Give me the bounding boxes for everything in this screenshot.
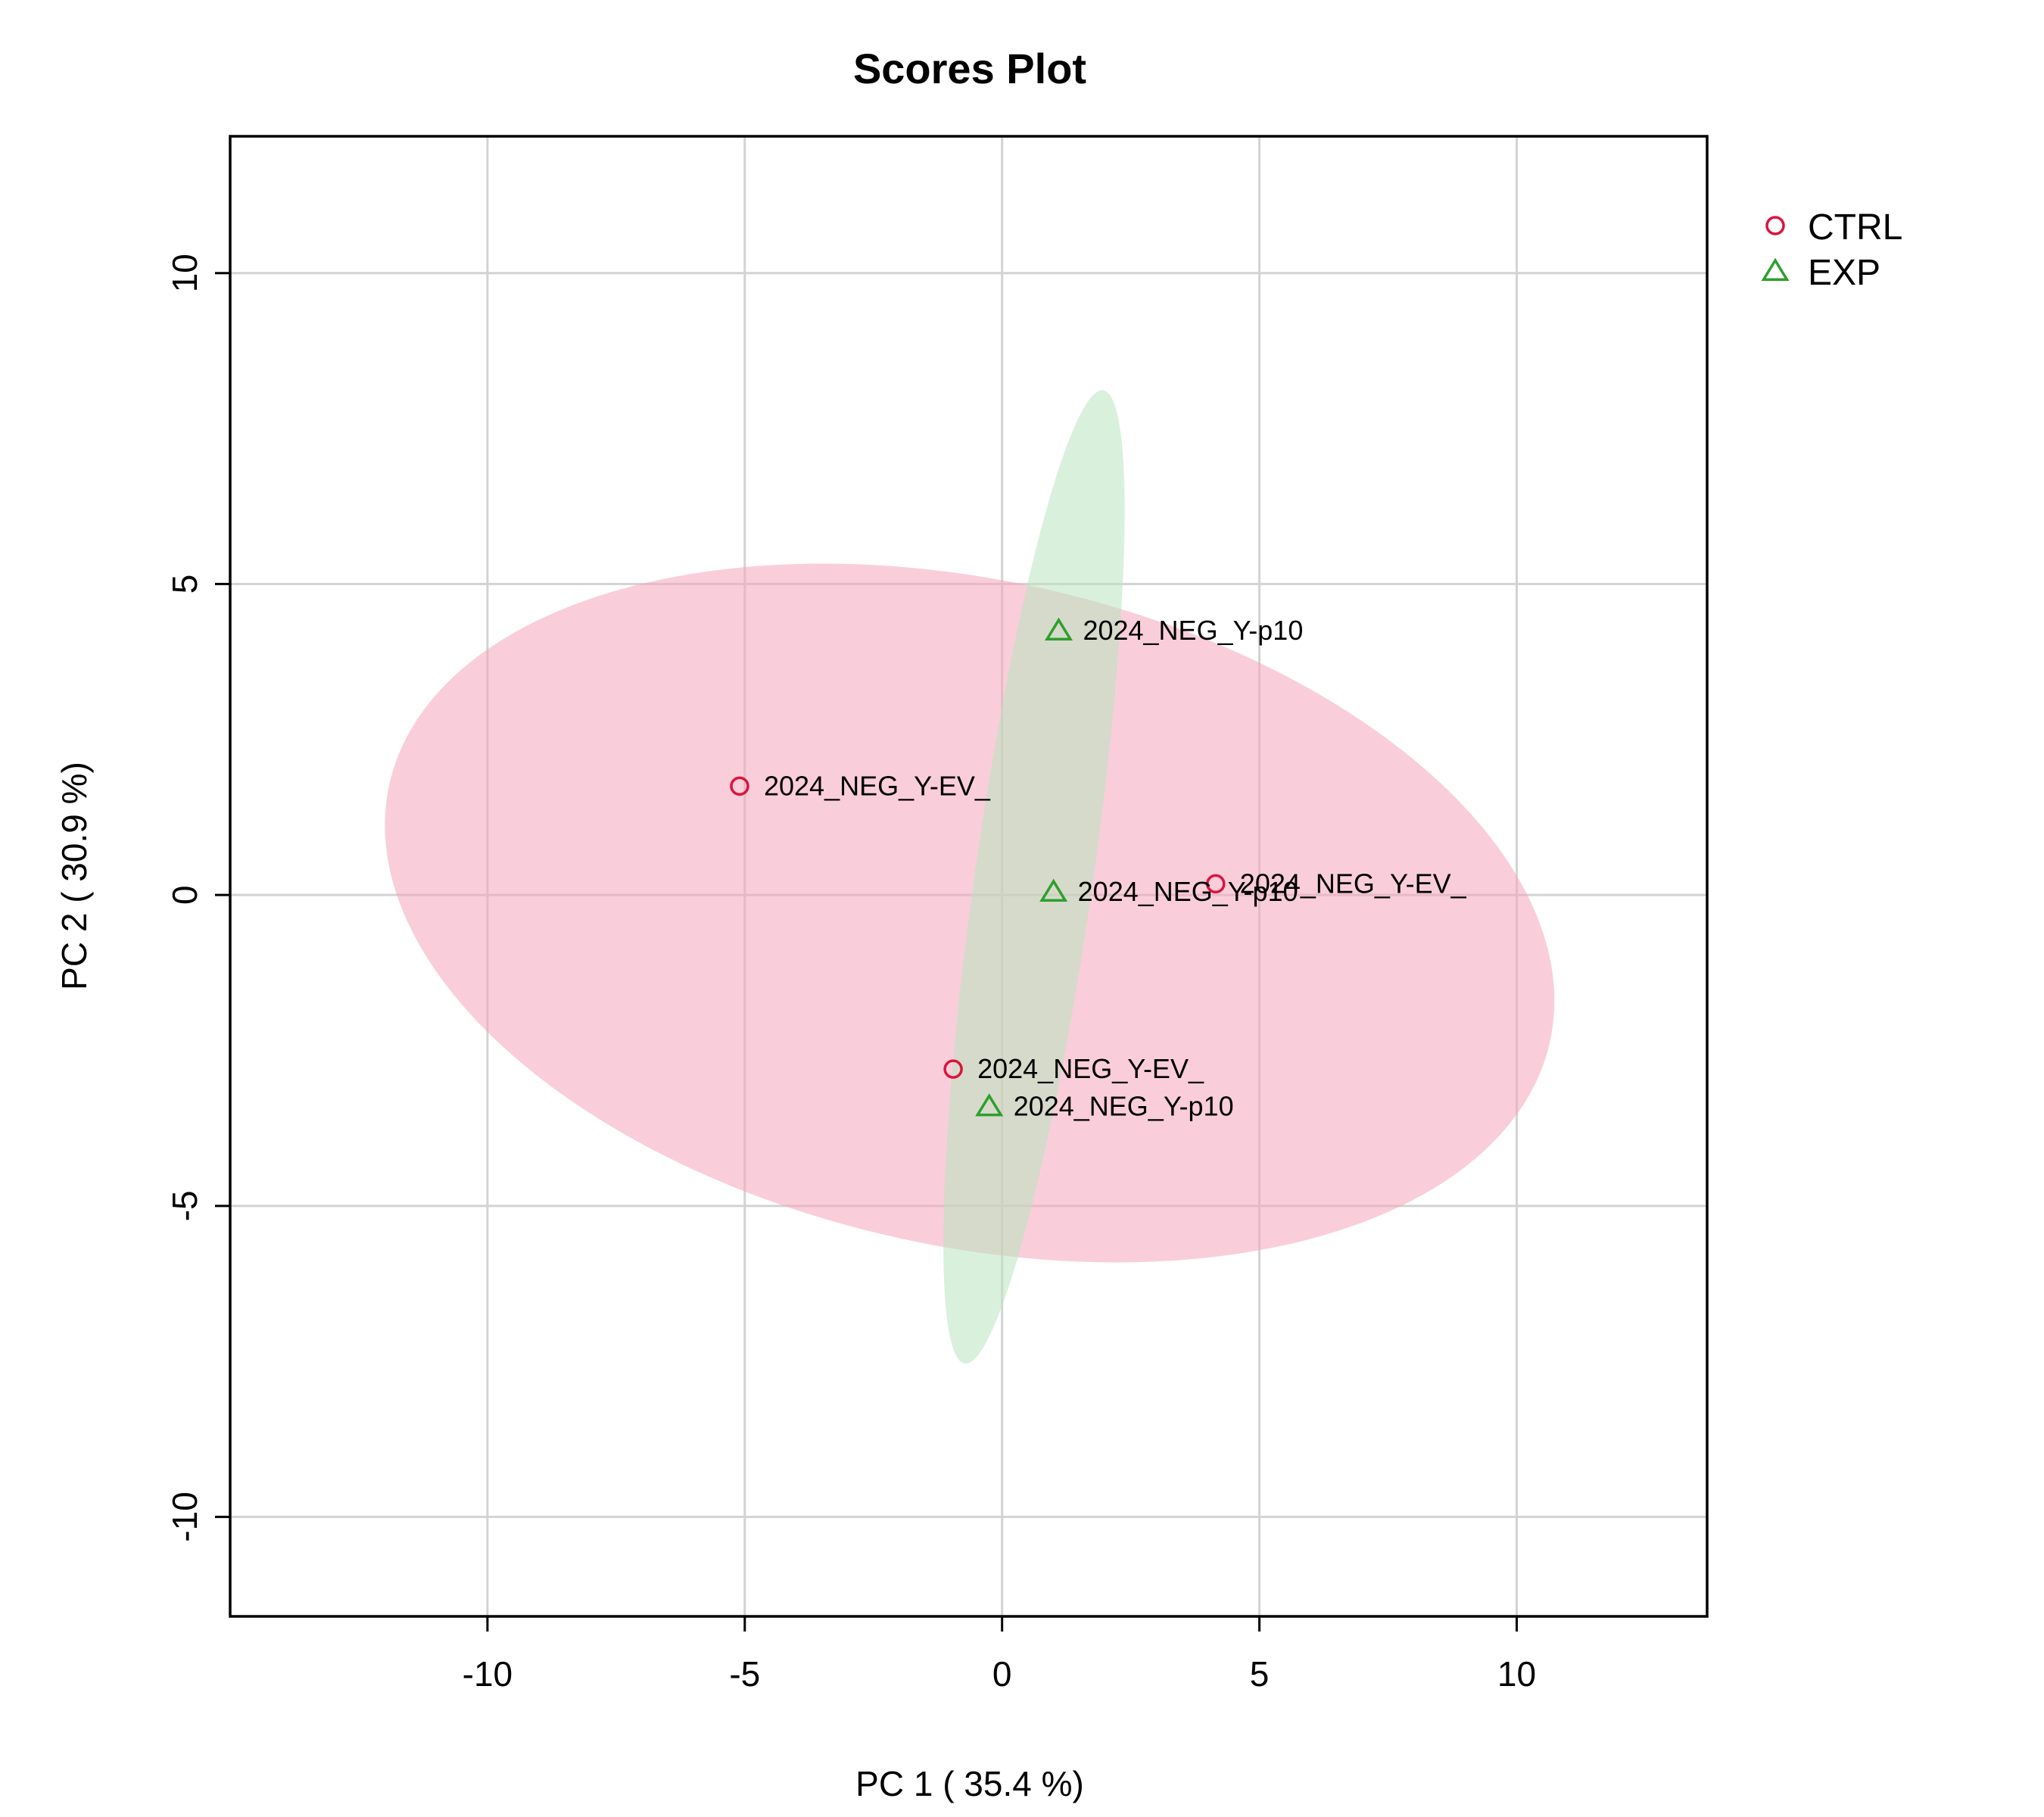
y-tick-label: 10 xyxy=(165,254,204,292)
point-ctrl xyxy=(730,776,749,796)
legend-marker-exp xyxy=(1761,257,1790,281)
chart-title: Scores Plot xyxy=(853,45,1086,92)
point-label: 2024_NEG_Y-EV_ xyxy=(1240,868,1467,899)
legend-label-exp: EXP xyxy=(1808,253,1880,293)
point-exp xyxy=(975,1093,1004,1117)
y-tick-label: -5 xyxy=(165,1190,204,1221)
x-tick-label: 0 xyxy=(992,1654,1012,1694)
data-points xyxy=(730,617,1226,1117)
y-tick-label: -10 xyxy=(165,1491,204,1541)
x-tick-label: -10 xyxy=(463,1654,513,1694)
y-tick-label: 0 xyxy=(165,885,204,905)
y-axis-label: PC 2 ( 30.9 %) xyxy=(55,762,94,990)
x-tick-label: -5 xyxy=(729,1654,760,1694)
point-ctrl xyxy=(943,1059,963,1079)
x-axis-ticks: -10 -5 0 5 10 xyxy=(463,1616,1536,1694)
point-exp xyxy=(1039,878,1068,902)
point-ctrl xyxy=(1206,874,1226,894)
plot-frame xyxy=(229,135,1709,1618)
confidence-ellipses xyxy=(385,390,1555,1364)
y-axis-ticks: -10 -5 0 5 10 xyxy=(165,254,230,1542)
legend-label-ctrl: CTRL xyxy=(1808,207,1902,248)
point-labels: 2024_NEG_Y-EV_ 2024_NEG_Y-EV_ 2024_NEG_Y-E… xyxy=(764,615,1467,1121)
point-label: 2024_NEG_Y-p10 xyxy=(1083,615,1303,646)
x-tick-label: 5 xyxy=(1250,1654,1270,1694)
x-tick-label: 10 xyxy=(1497,1654,1536,1694)
point-exp xyxy=(1044,617,1073,640)
legend-marker-ctrl xyxy=(1765,216,1785,235)
legend: CTRL EXP xyxy=(1761,207,1902,293)
ellipse-exp xyxy=(943,390,1125,1364)
point-label: 2024_NEG_Y-EV_ xyxy=(977,1053,1204,1084)
point-label: 2024_NEG_Y-p10 xyxy=(1014,1090,1234,1121)
x-axis-label: PC 1 ( 35.4 %) xyxy=(855,1764,1084,1803)
point-label: 2024_NEG_Y-p10 xyxy=(1078,876,1298,907)
point-label: 2024_NEG_Y-EV_ xyxy=(764,770,991,801)
y-tick-label: 5 xyxy=(165,575,204,594)
